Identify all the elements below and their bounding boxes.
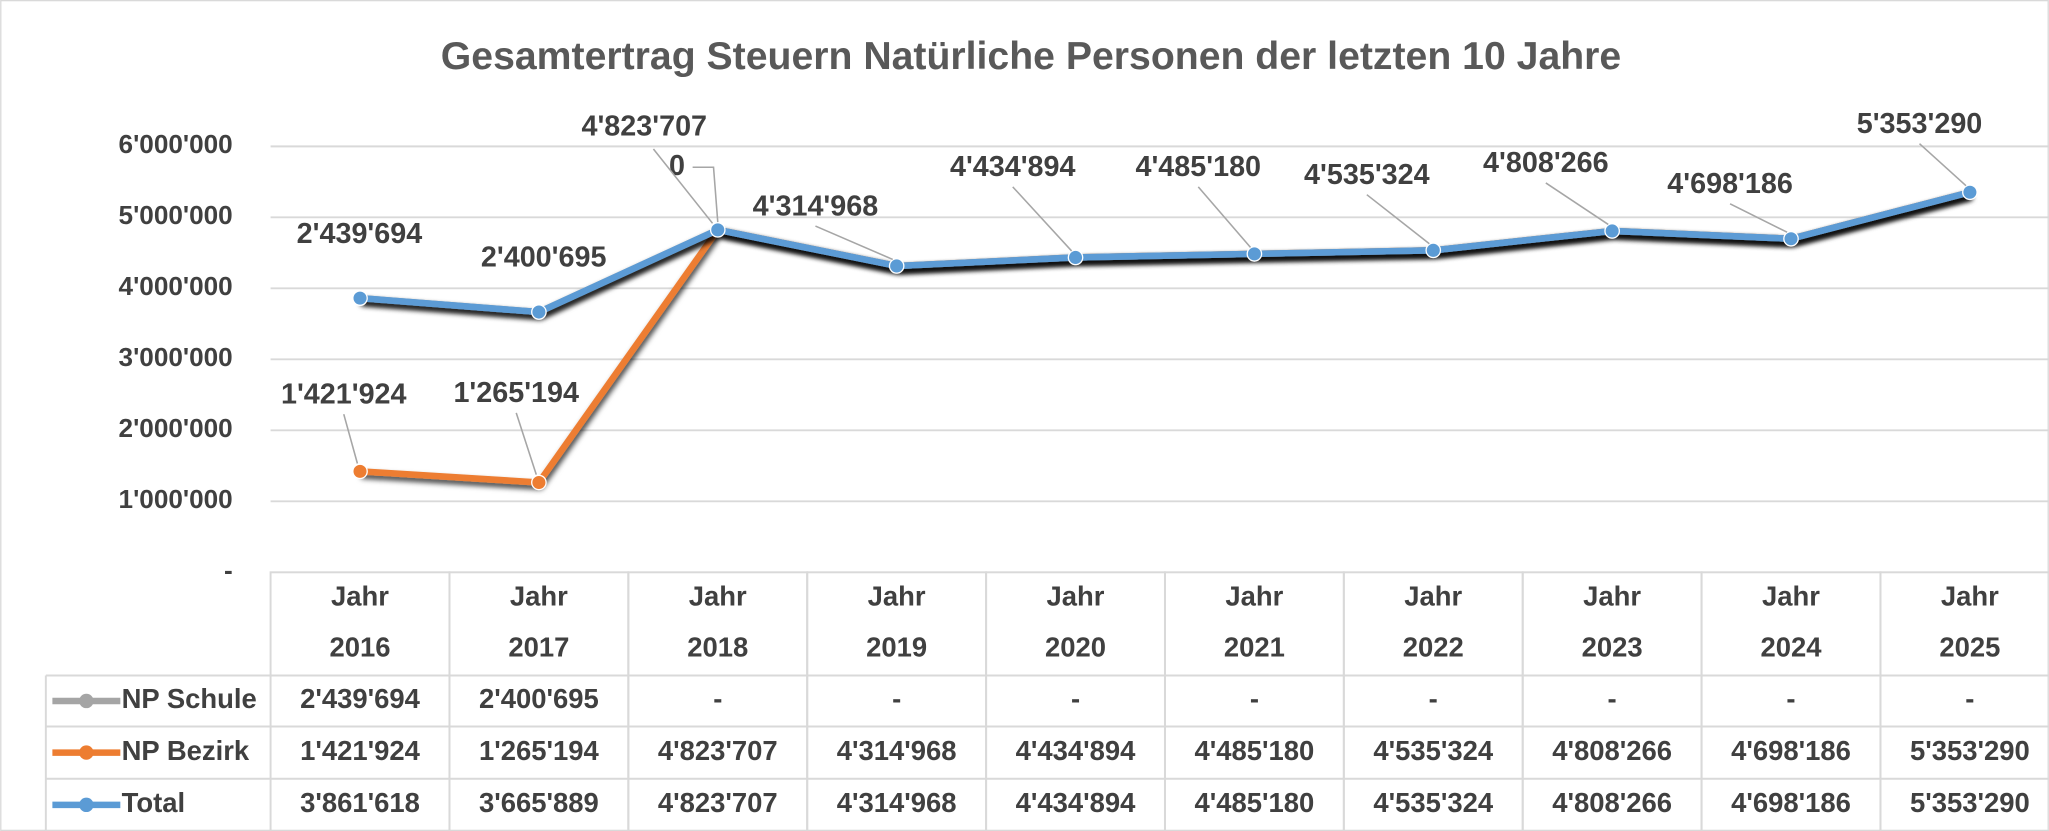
x-tick-label: Jahr 2022 — [1403, 581, 1464, 663]
legend-marker — [79, 797, 94, 813]
data-point — [352, 463, 368, 480]
data-label: 5'353'290 — [1857, 108, 1983, 140]
data-point — [1962, 184, 1978, 201]
table-value: 3'861'618 — [300, 787, 420, 818]
table-value: 3'665'889 — [479, 787, 599, 818]
table-value: 1'421'924 — [300, 735, 421, 766]
table-value: - — [713, 683, 722, 714]
table-value: 4'823'707 — [658, 735, 778, 766]
data-point — [1246, 246, 1263, 262]
table-value: 5'353'290 — [1910, 735, 2030, 766]
y-tick-label: 3'000'000 — [119, 342, 233, 372]
table-value: 4'535'324 — [1373, 735, 1494, 766]
table-value: 4'823'707 — [658, 787, 778, 818]
x-tick-label: Jahr 2023 — [1582, 581, 1643, 663]
table-value: - — [892, 683, 901, 714]
table-value: 4'808'266 — [1552, 787, 1672, 818]
leader-line — [652, 148, 714, 224]
x-tick-label: Jahr 2019 — [866, 581, 927, 663]
data-point — [1783, 230, 1799, 247]
table-value: 2'439'694 — [300, 683, 421, 714]
table-value: 4'485'180 — [1194, 735, 1314, 766]
table-value: 4'314'968 — [837, 735, 957, 766]
data-point — [1067, 249, 1084, 266]
y-tick-label: 4'000'000 — [119, 271, 233, 301]
y-tick-label: - — [224, 555, 233, 585]
chart-title: Gesamtertrag Steuern Natürliche Personen… — [441, 35, 1621, 78]
table-value: - — [1786, 683, 1795, 714]
table-value: 5'353'290 — [1910, 787, 2030, 818]
leader-line — [1012, 186, 1073, 252]
leader-line — [1918, 143, 1967, 187]
table-value: 4'698'186 — [1731, 787, 1851, 818]
x-tick-label: Jahr 2018 — [687, 581, 748, 663]
data-point — [531, 304, 547, 320]
leader-line — [515, 412, 538, 475]
table-value: - — [1250, 683, 1259, 714]
data-label: 4'485'180 — [1136, 151, 1262, 183]
table-value: - — [1608, 683, 1617, 714]
leader-line — [1366, 194, 1430, 245]
data-point — [1604, 223, 1620, 239]
x-tick-label: Jahr 2020 — [1045, 581, 1106, 663]
table-value: 4'434'894 — [1016, 787, 1137, 818]
data-point — [531, 474, 547, 491]
table-value: 4'434'894 — [1016, 735, 1137, 766]
data-label: 2'439'694 — [297, 218, 423, 250]
table-cell — [1879, 571, 2049, 831]
data-label: 1'265'194 — [453, 377, 579, 409]
data-label: 4'808'266 — [1483, 147, 1609, 179]
data-point — [352, 290, 368, 306]
table-value: - — [1965, 683, 1974, 714]
x-tick-label: Jahr 2025 — [1939, 581, 2000, 663]
data-label: 4'698'186 — [1667, 168, 1793, 200]
table-value: 4'485'180 — [1194, 787, 1314, 818]
table-value: - — [1429, 683, 1438, 714]
legend-label: Total — [122, 787, 185, 818]
legend-label: NP Bezirk — [122, 735, 250, 766]
table-value: - — [1071, 683, 1080, 714]
data-point — [1425, 242, 1442, 259]
data-point — [709, 222, 726, 238]
x-tick-label: Jahr 2021 — [1224, 581, 1285, 663]
leader-line — [815, 225, 894, 261]
leader-line — [1729, 203, 1788, 233]
legend-marker — [79, 693, 94, 709]
leader-line — [1197, 186, 1252, 248]
leader-line — [343, 413, 359, 464]
y-tick-label: 1'000'000 — [119, 484, 233, 514]
data-label: 2'400'695 — [481, 241, 607, 273]
data-label: 4'434'894 — [950, 151, 1076, 183]
data-label: 0 — [669, 150, 685, 182]
table-value: 4'314'968 — [837, 787, 957, 818]
data-label: 4'314'968 — [753, 190, 879, 222]
data-point — [888, 258, 905, 274]
data-label: 1'421'924 — [281, 378, 407, 410]
data-label: 4'823'707 — [582, 111, 708, 143]
legend-marker — [79, 745, 94, 760]
table-value: 4'808'266 — [1552, 735, 1672, 766]
x-tick-label: Jahr 2016 — [330, 581, 391, 663]
series-line — [359, 189, 1971, 316]
x-tick-label: Jahr 2024 — [1761, 581, 1823, 663]
y-tick-label: 2'000'000 — [119, 413, 233, 443]
table-value: 1'265'194 — [479, 735, 600, 766]
x-tick-label: Jahr 2017 — [508, 581, 569, 663]
table-value: 2'400'695 — [479, 683, 599, 714]
y-tick-label: 5'000'000 — [119, 200, 233, 230]
table-value: 4'698'186 — [1731, 735, 1851, 766]
data-label: 4'535'324 — [1304, 159, 1430, 191]
table-value: 4'535'324 — [1373, 787, 1494, 818]
leader-line — [1545, 182, 1609, 226]
legend-label: NP Schule — [122, 683, 257, 714]
y-tick-label: 6'000'000 — [119, 129, 233, 159]
leader-line — [692, 166, 719, 223]
